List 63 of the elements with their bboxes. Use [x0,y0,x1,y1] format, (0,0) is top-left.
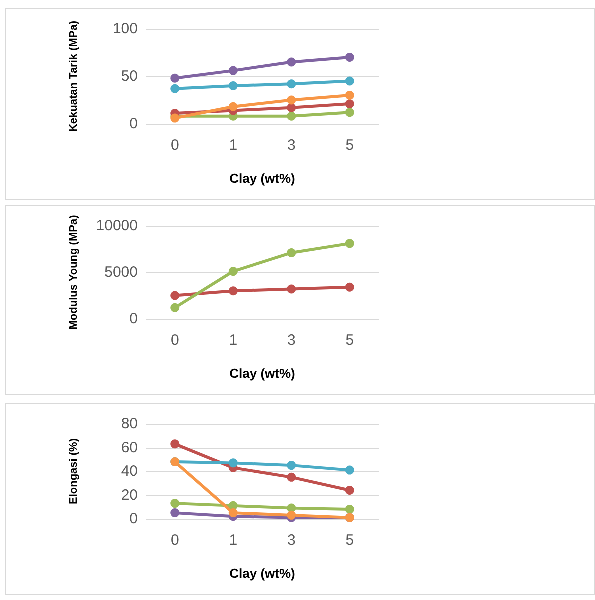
point [287,103,296,112]
x-tick-label: 0 [170,532,180,549]
point [287,112,296,121]
x-tick-label: 3 [287,137,296,154]
point [287,96,296,105]
x-tick-label: 5 [346,532,354,549]
point [287,248,296,258]
point [345,53,354,62]
point [228,82,238,90]
y-tick-label: 80 [121,416,138,432]
y-tick-label: 0 [130,510,138,528]
x-axis-title: Clay (wt%) [230,566,296,581]
point [228,66,238,76]
point [345,100,354,109]
y-tick-label: 20 [121,486,138,504]
x-tick-label: 3 [287,532,296,549]
x-tick-label: 3 [287,332,296,349]
y-tick-label: 0 [130,116,138,132]
x-axis-title: Clay (wt%) [230,366,296,381]
point [170,303,180,312]
point [287,80,296,89]
point [287,472,296,482]
point [287,284,296,294]
y-axis-title: Modulus Young (MPa) [68,214,80,330]
y-tick-label: 60 [121,439,138,456]
x-tick-label: 1 [229,332,238,349]
x-tick-label: 5 [346,332,354,349]
point [170,74,180,83]
y-tick-label: 5000 [104,264,138,281]
y-tick-label: 50 [121,68,138,85]
point [170,440,180,449]
point [228,102,238,112]
y-tick-label: 40 [121,463,138,480]
point [228,286,238,296]
point [287,461,296,470]
x-tick-label: 5 [346,137,354,154]
point [228,508,238,518]
point [228,267,238,276]
y-axis-title: Elongasi (%) [68,438,80,505]
x-tick-label: 0 [170,332,180,349]
point [345,91,354,100]
point [170,291,180,300]
point [170,508,180,518]
x-axis-title: Clay (wt%) [230,171,296,186]
point [345,486,354,495]
x-tick-label: 1 [229,137,238,154]
point [345,76,354,86]
point [345,108,354,118]
y-tick-label: 0 [130,310,138,328]
y-tick-label: 100 [112,20,138,38]
point [170,84,180,94]
point [345,239,354,248]
y-axis-title: Kekuatan Tarik (MPa) [68,20,80,132]
point [228,458,238,468]
point [170,499,180,508]
point [345,505,354,514]
point [287,510,296,520]
x-tick-label: 1 [229,532,238,549]
point [345,282,354,292]
point [345,466,354,475]
point [287,58,296,67]
y-tick-label: 10000 [96,218,138,234]
x-tick-label: 0 [170,137,180,154]
